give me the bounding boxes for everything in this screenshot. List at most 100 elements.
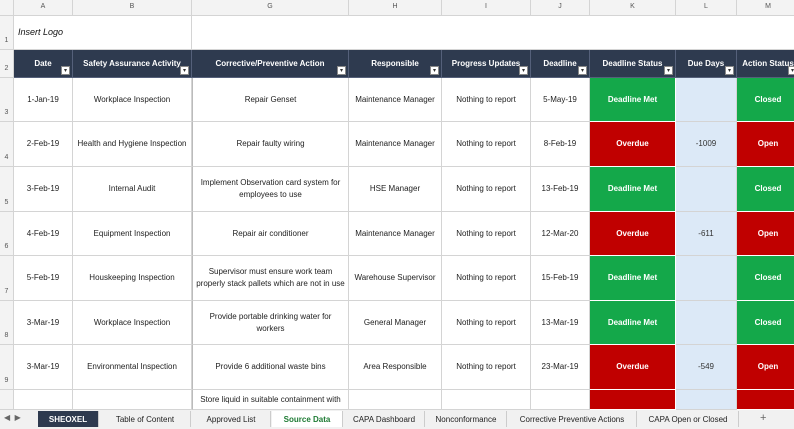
sheet-tab[interactable]: CAPA Dashboard [344, 411, 425, 427]
filter-button[interactable]: ▾ [788, 66, 794, 75]
table-cell: Deadline Met [590, 78, 676, 122]
table-cell: Environmental Inspection [73, 345, 192, 390]
filter-button[interactable]: ▾ [578, 66, 587, 75]
filter-button[interactable]: ▾ [61, 66, 70, 75]
table-cell: -611 [676, 212, 737, 256]
table-cell: 13-Feb-19 [531, 167, 590, 212]
sheet-tab[interactable]: Approved List [192, 411, 271, 427]
sheet-tab[interactable]: CAPA Open or Closed [638, 411, 739, 427]
column-header: J [531, 0, 590, 16]
logo-cell: Insert Logo [14, 16, 192, 50]
table-cell: Health and Hygiene Inspection [73, 122, 192, 167]
table-cell: Houskeeping Inspection [73, 256, 192, 301]
row-number: 8 [0, 301, 14, 345]
table-cell: 1-Jan-19 [14, 78, 73, 122]
column-header: G [192, 0, 349, 16]
row-number: 3 [0, 78, 14, 122]
table-cell [349, 390, 442, 410]
table-cell: Open [737, 212, 794, 256]
table-cell: -549 [676, 345, 737, 390]
table-cell: Open [737, 345, 794, 390]
row-number: 5 [0, 167, 14, 212]
table-cell: 12-Mar-20 [531, 212, 590, 256]
table-cell: 13-Mar-19 [531, 301, 590, 345]
row-number: 9 [0, 345, 14, 390]
filter-button[interactable]: ▾ [430, 66, 439, 75]
row-number: 2 [0, 50, 14, 78]
table-cell: Open [737, 122, 794, 167]
table-cell: Repair air conditioner [192, 212, 349, 256]
table-cell: Closed [737, 256, 794, 301]
filter-button[interactable]: ▾ [664, 66, 673, 75]
table-cell: Overdue [590, 345, 676, 390]
table-cell: Nothing to report [442, 167, 531, 212]
sheet-tab[interactable]: Source Data [272, 411, 343, 427]
table-cell: 2-Feb-19 [14, 122, 73, 167]
table-header: Action Status [737, 50, 794, 78]
cell [192, 16, 794, 50]
column-header: H [349, 0, 442, 16]
sheet-tab[interactable]: SHEOXEL [38, 411, 99, 427]
table-cell: General Manager [349, 301, 442, 345]
table-cell: Provide 6 additional waste bins [192, 345, 349, 390]
table-cell [676, 256, 737, 301]
table-cell: Overdue [590, 122, 676, 167]
sheet-tab[interactable]: Corrective Preventive Actions [508, 411, 637, 427]
table-cell: Deadline Met [590, 167, 676, 212]
table-header: Responsible [349, 50, 442, 78]
table-cell: 4-Feb-19 [14, 212, 73, 256]
filter-button[interactable]: ▾ [519, 66, 528, 75]
table-cell: Maintenance Manager [349, 78, 442, 122]
table-cell: Overdue [590, 212, 676, 256]
table-cell: Equipment Inspection [73, 212, 192, 256]
table-cell: Area Responsible [349, 345, 442, 390]
table-cell: 3-Feb-19 [14, 167, 73, 212]
row-number: 1 [0, 16, 14, 50]
table-cell: Closed [737, 167, 794, 212]
table-header: Date [14, 50, 73, 78]
table-header: Safety Assurance Activity [73, 50, 192, 78]
sheet-tab[interactable]: Nonconformance [426, 411, 507, 427]
column-header: L [676, 0, 737, 16]
table-cell [676, 390, 737, 410]
row-number [0, 390, 14, 410]
column-header: K [590, 0, 676, 16]
table-header: Deadline Status [590, 50, 676, 78]
table-cell [442, 390, 531, 410]
table-cell: 5-May-19 [531, 78, 590, 122]
table-cell: Workplace Inspection [73, 301, 192, 345]
table-cell: Nothing to report [442, 122, 531, 167]
table-cell: Warehouse Supervisor [349, 256, 442, 301]
table-cell: 15-Feb-19 [531, 256, 590, 301]
table-cell [676, 167, 737, 212]
add-sheet[interactable]: + [760, 412, 767, 424]
tab-nav[interactable]: ◀ ▶ [4, 413, 21, 422]
table-header: Corrective/Preventive Action [192, 50, 349, 78]
table-cell: Repair faulty wiring [192, 122, 349, 167]
filter-button[interactable]: ▾ [725, 66, 734, 75]
table-cell: Nothing to report [442, 301, 531, 345]
table-cell [676, 78, 737, 122]
table-cell [590, 390, 676, 410]
table-cell [676, 301, 737, 345]
table-cell: Internal Audit [73, 167, 192, 212]
table-cell: Nothing to report [442, 345, 531, 390]
table-cell: Implement Observation card system for em… [192, 167, 349, 212]
row-number: 6 [0, 212, 14, 256]
table-cell: Nothing to report [442, 212, 531, 256]
row-number: 4 [0, 122, 14, 167]
column-header: B [73, 0, 192, 16]
table-cell [73, 390, 192, 410]
table-cell [737, 390, 794, 410]
filter-button[interactable]: ▾ [337, 66, 346, 75]
sheet-tab[interactable]: Table of Content [100, 411, 191, 427]
filter-button[interactable]: ▾ [180, 66, 189, 75]
table-cell: Provide portable drinking water for work… [192, 301, 349, 345]
table-cell: Nothing to report [442, 256, 531, 301]
corner [0, 0, 14, 16]
table-cell: HSE Manager [349, 167, 442, 212]
table-cell [531, 390, 590, 410]
column-header: M [737, 0, 794, 16]
table-cell: Store liquid in suitable containment wit… [192, 390, 349, 410]
